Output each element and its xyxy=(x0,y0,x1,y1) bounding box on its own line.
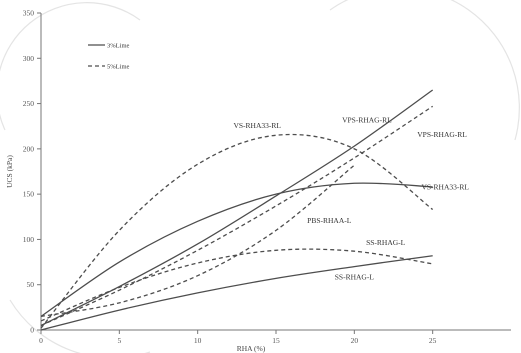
series-line-vps-rhag-rl-dashed xyxy=(40,105,434,327)
series-line-vps-rhag-rl-solid xyxy=(40,89,434,327)
curve-labels: VS-RHA33-RL VPS-RHAG-RL VPS-RHAG-RL VS-RHA3… xyxy=(233,116,469,282)
y-tick-label: 250 xyxy=(23,99,35,108)
series-line-vs-rha33-rl-dashed xyxy=(40,133,434,329)
curve-label: SS-RHAG-L xyxy=(366,238,406,247)
legend: 3%Lime 5%Lime xyxy=(88,43,129,71)
curve-label: PBS-RHAA-L xyxy=(307,216,352,225)
legend-label: 3%Lime xyxy=(107,43,129,50)
x-tick-label: 20 xyxy=(351,336,359,345)
legend-label: 5%Lime xyxy=(107,64,129,71)
series-line-ss-rhag-l-dashed xyxy=(40,248,433,322)
curve-label: SS-RHAG-L xyxy=(335,272,375,281)
x-tick-label: 10 xyxy=(194,336,202,345)
series-line-vs-rha33-rl-solid xyxy=(40,182,433,317)
curve-label: VPS-RHAG-RL xyxy=(342,116,392,125)
y-tick-label: 100 xyxy=(23,235,35,244)
y-tick-label: 150 xyxy=(23,190,35,199)
series-lines xyxy=(40,89,434,331)
curve-label: VS-RHA33-RL xyxy=(233,121,281,130)
y-axis-title: UCS (kPa) xyxy=(5,155,14,188)
curve-label: VS-RHA33-RL xyxy=(421,183,469,192)
x-tick-label: 0 xyxy=(39,336,43,345)
x-tick-label: 15 xyxy=(272,336,280,345)
curve-label: VPS-RHAG-RL xyxy=(417,130,467,139)
y-tick-label: 50 xyxy=(27,280,35,289)
y-tick-label: 350 xyxy=(23,9,35,18)
y-tick-label: 0 xyxy=(30,326,34,335)
y-tick-label: 300 xyxy=(23,54,35,63)
y-tick-label: 200 xyxy=(23,144,35,153)
x-tick-label: 5 xyxy=(117,336,121,345)
series-line-ss-rhag-l-solid xyxy=(40,255,433,331)
x-axis-title: RHA (%) xyxy=(237,344,266,353)
series-line-pbs-rhaa-l-dashed xyxy=(40,164,355,318)
x-tick-label: 25 xyxy=(429,336,437,345)
